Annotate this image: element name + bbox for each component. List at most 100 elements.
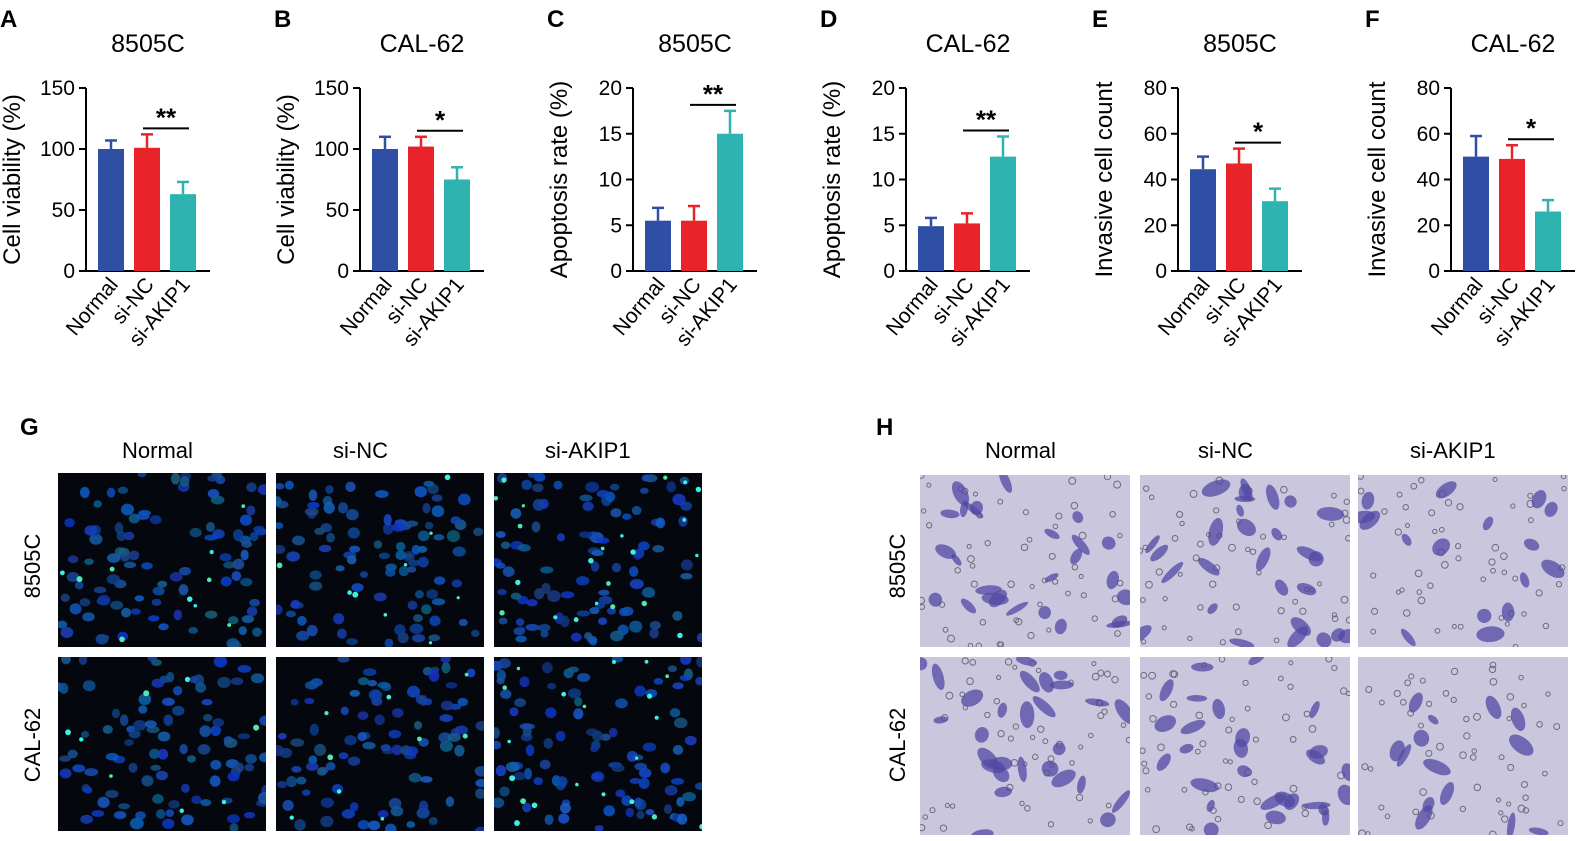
y-axis-label: Cell viability (%) xyxy=(273,94,300,265)
y-tick-label: 60 xyxy=(1144,123,1167,146)
y-tick-label: 0 xyxy=(1155,260,1167,283)
y-tick-label: 150 xyxy=(314,77,349,100)
bar-normal xyxy=(1190,169,1216,271)
significance-marker: * xyxy=(435,105,446,135)
g-col-label-si-nc: si-NC xyxy=(333,438,388,463)
panel-letter: E xyxy=(1092,6,1108,33)
significance-marker: ** xyxy=(703,79,724,109)
y-tick-label: 0 xyxy=(883,260,895,283)
y-tick-label: 100 xyxy=(314,138,349,161)
panel-letter-h: H xyxy=(876,414,894,441)
significance-marker: ** xyxy=(156,102,177,132)
y-axis-label: Invasive cell count xyxy=(1091,81,1118,277)
micrograph-h-cal62-si-akip1 xyxy=(1358,657,1568,835)
y-tick-label: 0 xyxy=(337,260,349,283)
h-col-label-si-nc: si-NC xyxy=(1198,438,1253,463)
h-col-label-si-akip1: si-AKIP1 xyxy=(1410,438,1496,463)
y-tick-label: 150 xyxy=(40,77,75,100)
y-tick-label: 20 xyxy=(599,77,622,100)
y-tick-label: 20 xyxy=(872,77,895,100)
y-tick-label: 5 xyxy=(883,214,895,237)
y-tick-label: 50 xyxy=(52,199,75,222)
bar-normal xyxy=(372,149,398,271)
micrograph-h-8505c-si-akip1 xyxy=(1358,475,1568,647)
bar-si-nc xyxy=(134,147,160,271)
y-tick-label: 0 xyxy=(63,260,75,283)
y-tick-label: 20 xyxy=(1144,214,1167,237)
y-tick-label: 5 xyxy=(610,214,622,237)
micrograph-g-cal62-si-nc xyxy=(276,657,484,831)
g-col-label-normal: Normal xyxy=(122,438,193,463)
micrograph-g-8505c-si-akip1 xyxy=(494,473,702,647)
bar-si-akip1 xyxy=(170,194,196,271)
bar-si-nc xyxy=(408,146,434,271)
bar-si-nc xyxy=(681,220,707,271)
bar-si-akip1 xyxy=(444,179,470,271)
h-row-label-8505c: 8505C xyxy=(885,533,910,599)
y-axis-label: Apoptosis rate (%) xyxy=(546,81,573,278)
h-col-label-normal: Normal xyxy=(985,438,1056,463)
bar-si-akip1 xyxy=(717,133,743,271)
g-row-label-cal62: CAL-62 xyxy=(20,707,45,783)
panel-letter: A xyxy=(0,6,17,33)
bar-si-akip1 xyxy=(1262,201,1288,271)
y-axis-label: Invasive cell count xyxy=(1364,81,1391,277)
y-axis-label: Cell viability (%) xyxy=(0,94,26,265)
bar-normal xyxy=(98,149,124,271)
micrograph-h-8505c-si-nc xyxy=(1140,475,1350,647)
significance-marker: * xyxy=(1526,113,1537,143)
g-row-label-8505c: 8505C xyxy=(20,533,45,599)
bar-si-akip1 xyxy=(990,156,1016,271)
y-tick-label: 80 xyxy=(1144,77,1167,100)
chart-title: 8505C xyxy=(658,30,732,58)
significance-marker: ** xyxy=(976,104,997,134)
y-tick-label: 15 xyxy=(599,123,622,146)
bar-normal xyxy=(645,220,671,271)
micrograph-h-8505c-normal xyxy=(920,475,1130,647)
y-axis-label: Apoptosis rate (%) xyxy=(819,81,846,278)
panel-letter: F xyxy=(1365,6,1380,33)
micrograph-g-8505c-normal xyxy=(58,473,266,647)
bar-si-nc xyxy=(1499,158,1525,271)
chart-title: CAL-62 xyxy=(1471,30,1556,58)
bar-normal xyxy=(918,226,944,271)
micrograph-h-cal62-normal xyxy=(920,657,1130,835)
bar-si-nc xyxy=(954,223,980,271)
h-row-label-cal62: CAL-62 xyxy=(885,707,910,783)
y-tick-label: 10 xyxy=(872,169,895,192)
chart-title: CAL-62 xyxy=(926,30,1011,58)
panel-letter: C xyxy=(547,6,564,33)
y-tick-label: 15 xyxy=(872,123,895,146)
micrograph-g-cal62-si-akip1 xyxy=(494,657,702,831)
y-tick-label: 80 xyxy=(1417,77,1440,100)
bar-normal xyxy=(1463,156,1489,271)
y-tick-label: 20 xyxy=(1417,214,1440,237)
y-tick-label: 50 xyxy=(326,199,349,222)
y-tick-label: 60 xyxy=(1417,123,1440,146)
micrograph-h-cal62-si-nc xyxy=(1140,657,1350,835)
bar-si-nc xyxy=(1226,163,1252,271)
micrograph-g-cal62-normal xyxy=(58,657,266,831)
y-tick-label: 40 xyxy=(1144,169,1167,192)
chart-title: CAL-62 xyxy=(380,30,465,58)
y-tick-label: 100 xyxy=(40,138,75,161)
chart-title: 8505C xyxy=(1203,30,1277,58)
y-tick-label: 0 xyxy=(1428,260,1440,283)
panel-letter-g: G xyxy=(20,414,39,441)
y-tick-label: 40 xyxy=(1417,169,1440,192)
chart-title: 8505C xyxy=(111,30,185,58)
y-tick-label: 0 xyxy=(610,260,622,283)
panel-letter: B xyxy=(274,6,291,33)
panel-letter: D xyxy=(820,6,837,33)
y-tick-label: 10 xyxy=(599,169,622,192)
micrograph-g-8505c-si-nc xyxy=(276,473,484,647)
significance-marker: * xyxy=(1253,117,1264,147)
g-col-label-si-akip1: si-AKIP1 xyxy=(545,438,631,463)
